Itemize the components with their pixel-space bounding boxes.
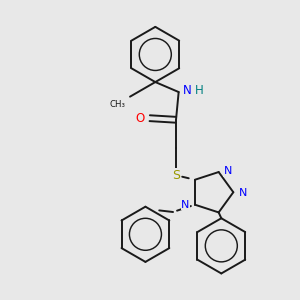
- Text: S: S: [172, 169, 180, 182]
- Text: H: H: [195, 85, 203, 98]
- Text: N: N: [224, 166, 232, 176]
- Text: CH₃: CH₃: [110, 100, 126, 109]
- Text: N: N: [182, 85, 191, 98]
- Text: N: N: [238, 188, 247, 198]
- Text: N: N: [181, 200, 190, 210]
- Text: O: O: [135, 112, 144, 125]
